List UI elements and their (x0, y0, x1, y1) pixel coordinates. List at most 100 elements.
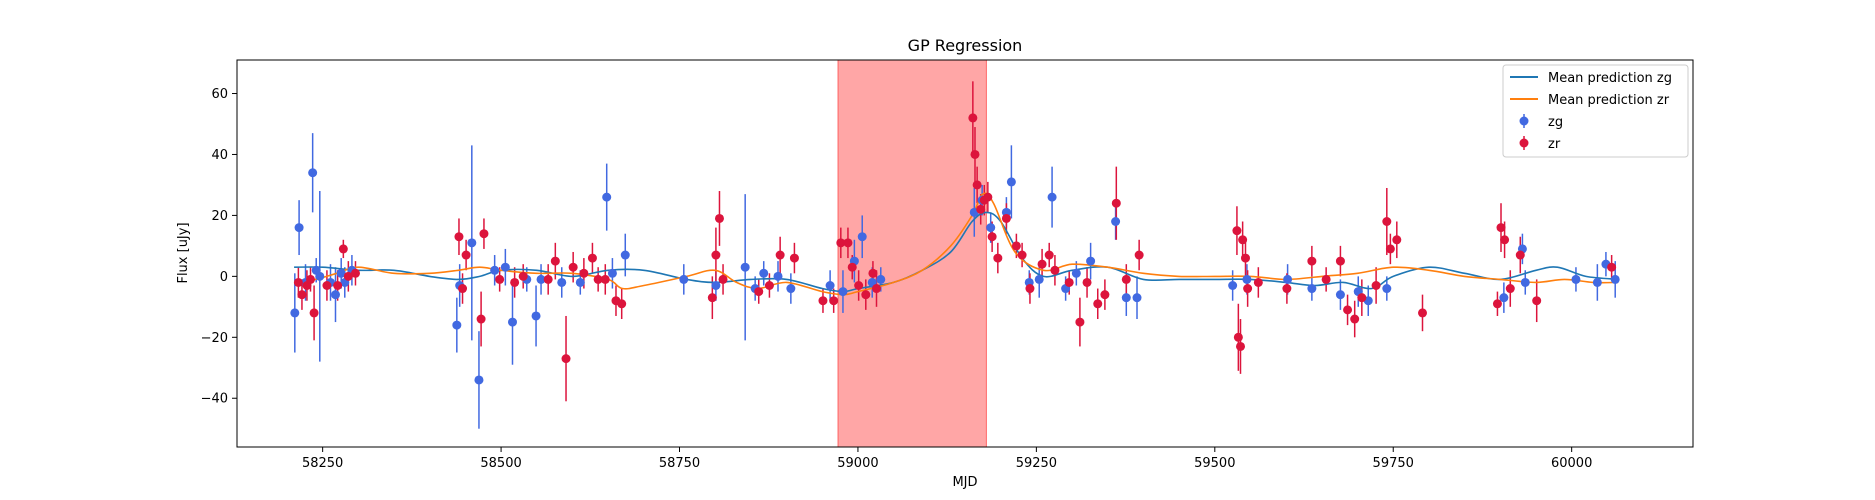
point-zr (309, 308, 319, 318)
point-zr (1505, 284, 1515, 294)
point-zr (1025, 284, 1035, 294)
point-zg (536, 274, 546, 284)
point-zr (1075, 317, 1085, 327)
point-zr (579, 268, 589, 278)
point-zr (854, 280, 864, 290)
y-tick-label: −40 (201, 392, 228, 407)
line-mean-prediction-zg (294, 211, 1619, 293)
point-zr (495, 274, 505, 284)
point-zr (543, 274, 553, 284)
point-zr (518, 271, 528, 281)
point-zg (602, 192, 612, 202)
point-zr (754, 287, 764, 297)
point-zg (759, 268, 769, 278)
y-tick-label: 60 (211, 87, 228, 102)
point-zg (1071, 268, 1081, 278)
point-zr (1357, 293, 1367, 303)
point-zr (476, 314, 486, 324)
point-zg (740, 262, 750, 272)
point-zr (1011, 241, 1021, 251)
point-zg (557, 277, 567, 287)
point-zr (1500, 235, 1510, 245)
chart-title: GP Regression (908, 36, 1023, 55)
plot-frame (236, 59, 1694, 448)
point-zr (1492, 299, 1502, 309)
point-zr (454, 232, 464, 242)
point-zg (490, 265, 500, 275)
point-zr (350, 268, 360, 278)
y-axis-label: Flux [uJy] (176, 222, 191, 283)
point-zg (607, 268, 617, 278)
point-zr (775, 250, 785, 260)
point-zr (510, 277, 520, 287)
y-tick-label: 20 (211, 209, 228, 224)
point-zr (1371, 280, 1381, 290)
point-zr (461, 250, 471, 260)
point-zr (968, 113, 978, 123)
point-zr (871, 284, 881, 294)
point-zg (1335, 290, 1345, 300)
point-zr (1050, 265, 1060, 275)
point-zr (1064, 277, 1074, 287)
point-zr (1001, 213, 1011, 223)
data-point-layer (290, 113, 1620, 385)
point-zg (315, 271, 325, 281)
point-zg (467, 238, 477, 248)
point-zr (1321, 274, 1331, 284)
point-zr (322, 280, 332, 290)
point-zg (679, 274, 689, 284)
point-zg (1283, 274, 1293, 284)
point-zr (333, 280, 343, 290)
legend-label-zg: zg (1548, 115, 1563, 130)
point-zg (857, 232, 867, 242)
point-zr (1350, 314, 1360, 324)
point-zr (970, 149, 980, 159)
point-zg (500, 262, 510, 272)
point-zg (507, 317, 517, 327)
point-zr (711, 250, 721, 260)
point-zg (330, 290, 340, 300)
point-zr (1134, 250, 1144, 260)
point-zg (1034, 274, 1044, 284)
point-zg (308, 168, 318, 178)
point-zg (1047, 192, 1057, 202)
point-zg (1520, 277, 1530, 287)
x-tick-label: 59750 (1373, 456, 1414, 471)
legend-marker-zg (1519, 116, 1529, 126)
point-zr (1100, 290, 1110, 300)
point-zg (1132, 293, 1142, 303)
point-zg (1592, 277, 1602, 287)
point-zr (1282, 284, 1292, 294)
point-zg (825, 280, 835, 290)
point-zr (306, 274, 316, 284)
point-zr (1307, 256, 1317, 266)
point-zg (620, 250, 630, 260)
y-tick-label: 40 (211, 148, 228, 163)
point-zr (972, 180, 982, 190)
point-zr (293, 277, 303, 287)
point-zr (1253, 277, 1263, 287)
point-zr (1044, 250, 1054, 260)
point-zg (838, 287, 848, 297)
legend-box (1502, 64, 1689, 158)
point-zr (297, 290, 307, 300)
point-zr (1121, 274, 1131, 284)
point-zg (452, 320, 462, 330)
point-zr (764, 280, 774, 290)
point-zr (1233, 332, 1243, 342)
legend-label-zr: zr (1548, 137, 1561, 152)
point-zr (1232, 226, 1242, 236)
point-zg (1121, 293, 1131, 303)
point-zg (336, 268, 346, 278)
point-zr (1093, 299, 1103, 309)
point-zr (1335, 256, 1345, 266)
point-zg (1006, 177, 1016, 187)
point-zr (993, 253, 1003, 263)
legend: Mean prediction zg Mean prediction zr zg… (1502, 64, 1689, 158)
point-zg (294, 223, 304, 233)
x-tick-label: 58500 (480, 456, 521, 471)
point-zr (479, 229, 489, 239)
point-zr (861, 290, 871, 300)
point-zg (1382, 284, 1392, 294)
